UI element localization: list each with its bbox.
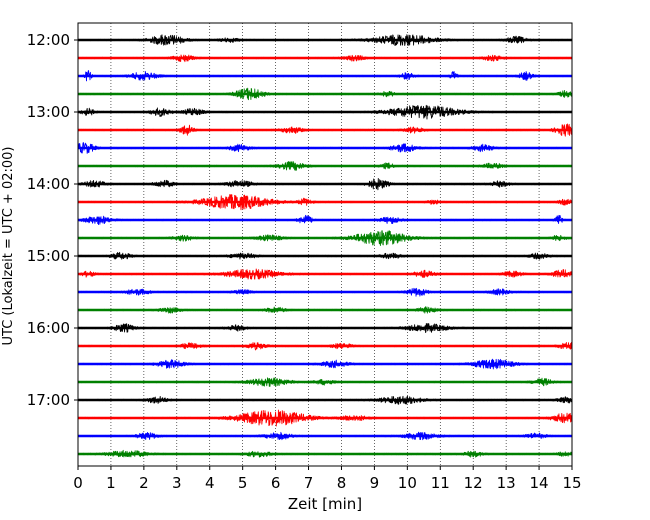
x-axis: 0 1 2 3 4 5 6 7 8 9 10 11 12 13 14 15 bbox=[73, 466, 582, 492]
y-tick-label: 15:00 bbox=[27, 247, 70, 265]
y-tick-label: 13:00 bbox=[27, 103, 70, 121]
x-tick-label: 5 bbox=[238, 474, 248, 492]
x-tick-label: 10 bbox=[398, 474, 417, 492]
x-tick-label: 2 bbox=[139, 474, 149, 492]
y-tick-label: 12:00 bbox=[27, 31, 70, 49]
x-tick-label: 12 bbox=[464, 474, 483, 492]
traces bbox=[77, 34, 573, 458]
x-axis-label: Zeit [min] bbox=[288, 495, 362, 513]
x-tick-label: 9 bbox=[370, 474, 380, 492]
y-axis-label: UTC (Lokalzeit = UTC + 02:00) bbox=[1, 147, 16, 346]
x-tick-label: 0 bbox=[73, 474, 83, 492]
y-tick-label: 16:00 bbox=[27, 319, 70, 337]
x-tick-label: 3 bbox=[172, 474, 182, 492]
x-tick-label: 8 bbox=[337, 474, 347, 492]
x-tick-label: 15 bbox=[562, 474, 581, 492]
x-tick-label: 14 bbox=[530, 474, 549, 492]
x-tick-label: 11 bbox=[431, 474, 450, 492]
y-axis: 12:00 13:00 14:00 15:00 16:00 17:00 bbox=[27, 31, 78, 409]
plot-area bbox=[78, 23, 572, 466]
plot-frame bbox=[77, 22, 573, 467]
x-tick-label: 1 bbox=[106, 474, 116, 492]
x-tick-label: 4 bbox=[205, 474, 215, 492]
x-tick-label: 7 bbox=[304, 474, 314, 492]
y-tick-label: 14:00 bbox=[27, 175, 70, 193]
x-tick-label: 6 bbox=[271, 474, 281, 492]
y-tick-label: 17:00 bbox=[27, 391, 70, 409]
x-tick-label: 13 bbox=[497, 474, 516, 492]
grid-lines bbox=[110, 23, 540, 466]
